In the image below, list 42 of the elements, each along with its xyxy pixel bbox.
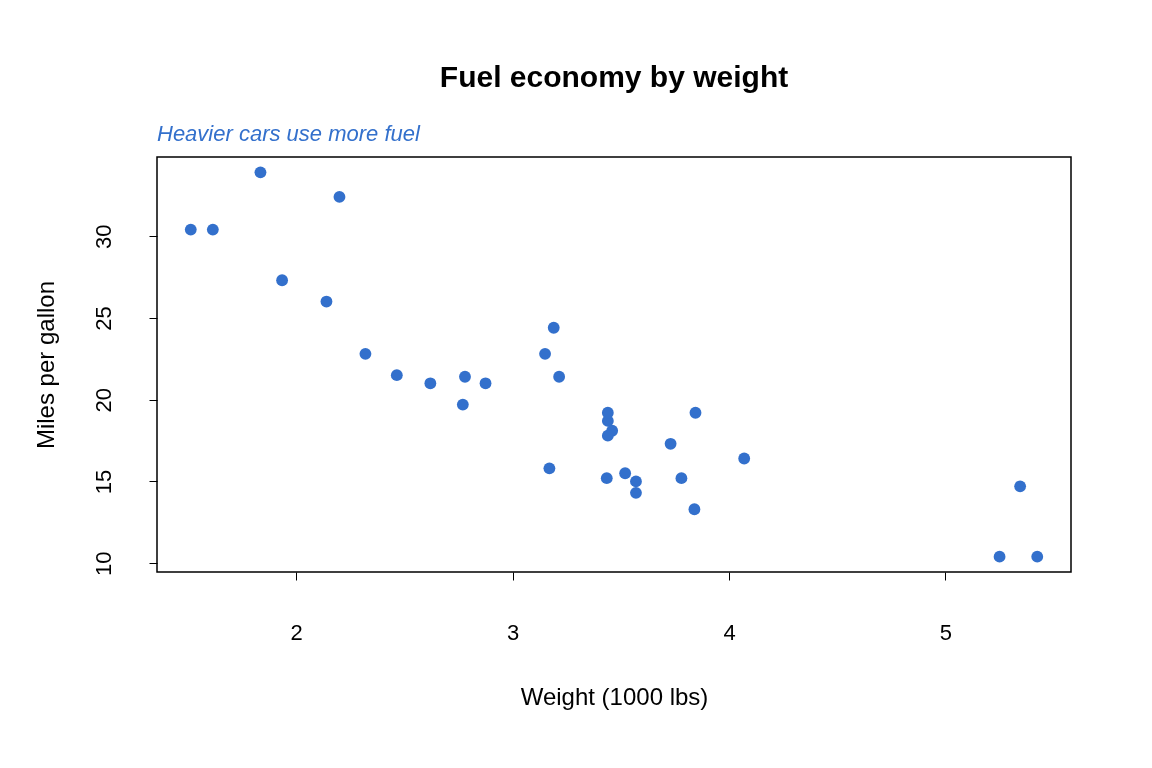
x-tick-label: 5 — [939, 619, 953, 645]
point — [675, 472, 688, 485]
y-tick-label: 30 — [90, 224, 116, 249]
y-tick-label: 15 — [90, 469, 116, 495]
point — [184, 223, 197, 236]
point — [1014, 480, 1027, 493]
point — [276, 274, 289, 287]
y-tick-label: 10 — [90, 551, 116, 576]
point — [619, 467, 632, 480]
point — [1031, 550, 1044, 563]
y-tick-label: 25 — [90, 306, 116, 331]
point — [333, 190, 346, 203]
point — [456, 398, 469, 411]
y-axis-title: Miles per gallon — [31, 280, 59, 450]
point — [689, 406, 702, 419]
point — [459, 370, 471, 383]
point — [206, 223, 219, 236]
point — [254, 166, 267, 179]
x-tick-label: 4 — [723, 619, 736, 645]
point — [543, 462, 556, 475]
point — [390, 369, 403, 382]
point — [664, 437, 677, 450]
point — [553, 370, 566, 383]
point — [600, 472, 613, 485]
point — [993, 550, 1006, 563]
chart-subtitle: Heavier cars use more fuel — [157, 121, 421, 146]
chart-title: Fuel economy by weight — [439, 60, 789, 93]
point — [738, 452, 751, 465]
point — [539, 347, 551, 360]
point — [320, 295, 333, 308]
point — [479, 377, 492, 390]
point — [424, 377, 437, 390]
point — [630, 486, 642, 499]
point — [547, 321, 560, 334]
x-tick-label: 3 — [506, 619, 520, 645]
x-axis-title: Weight (1000 lbs) — [520, 682, 709, 710]
point — [359, 347, 372, 360]
point — [688, 503, 701, 516]
point — [601, 429, 614, 442]
y-tick-label: 20 — [90, 387, 116, 413]
point — [630, 475, 642, 488]
x-tick-label: 2 — [290, 619, 303, 645]
